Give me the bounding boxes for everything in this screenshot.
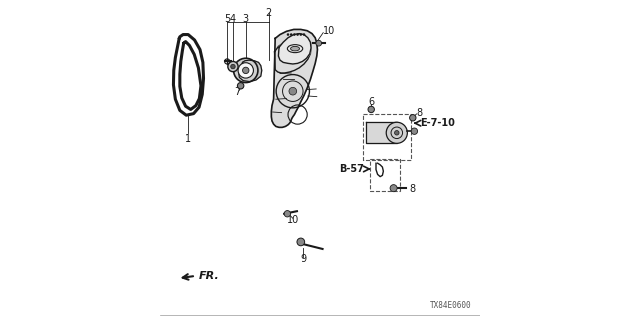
Circle shape — [284, 211, 291, 217]
Circle shape — [412, 128, 417, 134]
Circle shape — [303, 33, 305, 36]
Polygon shape — [271, 29, 317, 127]
Circle shape — [228, 61, 238, 72]
Circle shape — [238, 63, 253, 78]
Text: 3: 3 — [243, 13, 249, 24]
Text: 10: 10 — [287, 215, 299, 225]
Circle shape — [316, 40, 322, 46]
Circle shape — [300, 33, 302, 36]
Circle shape — [293, 33, 296, 36]
Circle shape — [390, 185, 397, 192]
Polygon shape — [275, 38, 311, 73]
Text: B-57: B-57 — [339, 164, 364, 174]
Text: 2: 2 — [266, 8, 272, 18]
Bar — [364, 114, 411, 160]
Circle shape — [410, 115, 416, 121]
Circle shape — [234, 58, 258, 83]
Circle shape — [296, 33, 299, 36]
Bar — [370, 159, 400, 191]
Circle shape — [387, 122, 408, 143]
Circle shape — [287, 33, 289, 36]
Circle shape — [289, 87, 296, 95]
Ellipse shape — [291, 46, 300, 51]
Polygon shape — [366, 122, 397, 143]
Circle shape — [394, 131, 399, 135]
Circle shape — [368, 106, 374, 113]
Circle shape — [290, 33, 292, 36]
Polygon shape — [278, 34, 311, 64]
Polygon shape — [239, 60, 262, 82]
Text: TX84E0600: TX84E0600 — [430, 301, 472, 310]
Text: 8: 8 — [417, 108, 423, 118]
Circle shape — [237, 83, 244, 89]
Circle shape — [231, 64, 236, 69]
Text: 6: 6 — [368, 97, 374, 107]
Text: 7: 7 — [234, 87, 241, 97]
Text: E-7-10: E-7-10 — [420, 118, 454, 128]
Text: 4: 4 — [230, 13, 236, 24]
Text: 5: 5 — [224, 13, 230, 24]
Text: 9: 9 — [300, 253, 307, 264]
Circle shape — [297, 238, 305, 246]
Circle shape — [243, 67, 249, 74]
Text: 8: 8 — [410, 184, 416, 195]
Text: FR.: FR. — [198, 271, 219, 281]
Text: 1: 1 — [185, 134, 191, 144]
Text: 10: 10 — [323, 26, 335, 36]
